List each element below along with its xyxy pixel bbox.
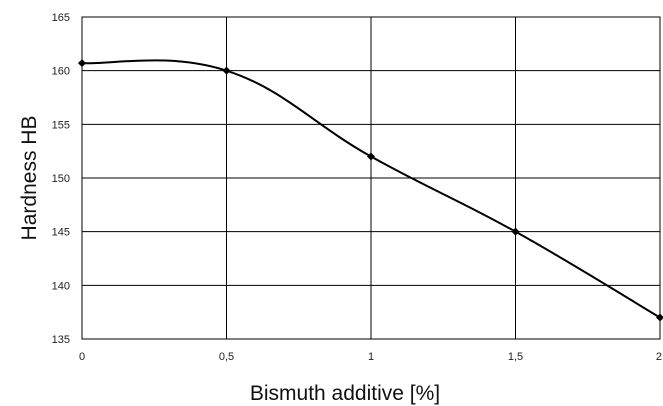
y-axis-ticks: 135 140 145 150 155 160 165 xyxy=(52,12,70,346)
y-tick-label: 135 xyxy=(52,334,70,346)
y-tick-label: 165 xyxy=(52,12,70,24)
y-tick-label: 145 xyxy=(52,227,70,239)
x-axis-title: Bismuth additive [%] xyxy=(250,382,440,405)
x-tick-label: 1 xyxy=(368,351,374,363)
data-point xyxy=(511,227,520,236)
y-tick-label: 155 xyxy=(52,119,70,131)
x-axis-ticks: 0 0,5 1 1,5 2 xyxy=(79,351,662,363)
data-point xyxy=(656,313,663,322)
x-tick-label: 0 xyxy=(79,351,85,363)
data-point xyxy=(78,59,86,68)
plot-area xyxy=(81,16,661,340)
x-tick-label: 0,5 xyxy=(219,351,234,363)
y-tick-label: 140 xyxy=(52,280,70,292)
y-axis-title: Hardness HB xyxy=(18,116,41,241)
y-tick-label: 150 xyxy=(52,173,70,185)
data-points xyxy=(78,59,663,322)
grid-lines xyxy=(81,16,661,340)
y-tick-label: 160 xyxy=(52,66,70,78)
data-point xyxy=(222,66,231,75)
x-tick-label: 1,5 xyxy=(508,351,523,363)
data-point xyxy=(367,152,375,161)
x-tick-label: 2 xyxy=(656,351,662,363)
